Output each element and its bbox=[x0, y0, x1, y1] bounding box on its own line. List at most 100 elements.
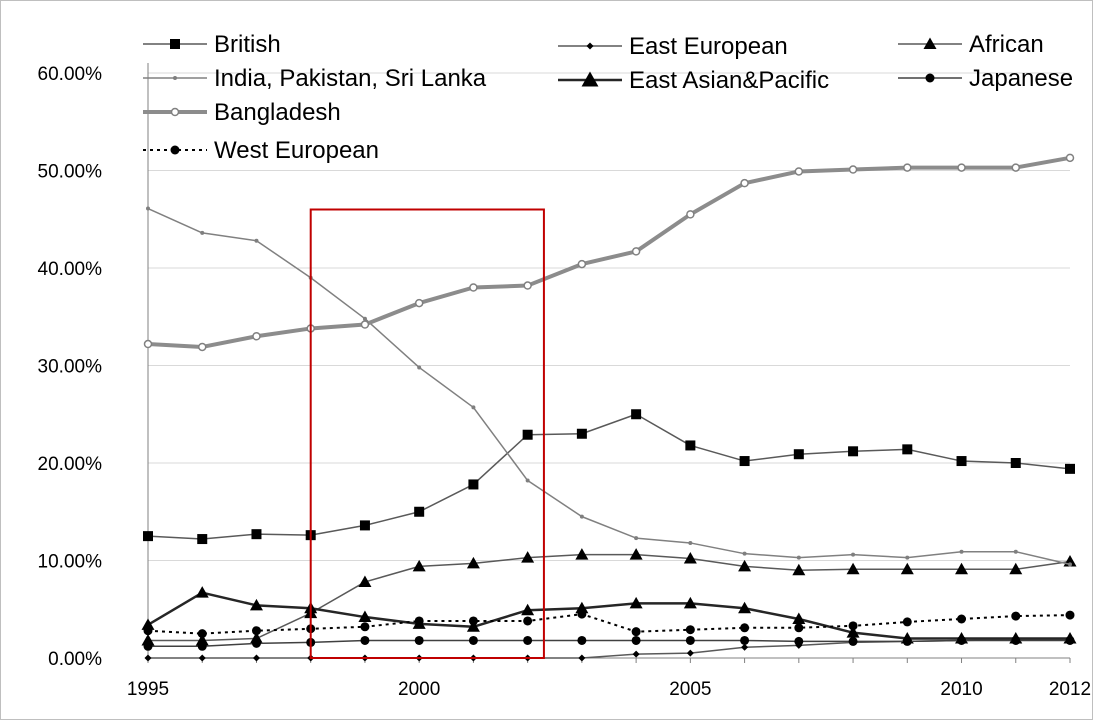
legend-label: African bbox=[969, 31, 1044, 58]
point-ring bbox=[523, 281, 532, 290]
point-dot bbox=[959, 549, 964, 554]
point-circle bbox=[468, 616, 478, 626]
series-line bbox=[147, 613, 1071, 635]
point-circle bbox=[251, 626, 261, 636]
legend-entry: Bangladesh bbox=[143, 99, 341, 126]
x-tick-label: 1995 bbox=[127, 679, 169, 700]
point-triangle bbox=[900, 562, 914, 575]
point-diamond bbox=[252, 654, 260, 662]
legend-entry: India, Pakistan, Sri Lanka bbox=[143, 65, 487, 92]
point-square bbox=[522, 429, 533, 440]
point-diamond bbox=[586, 42, 594, 50]
point-diamond bbox=[741, 643, 749, 651]
point-circle bbox=[170, 145, 180, 155]
point-dot bbox=[796, 555, 801, 560]
point-dot bbox=[579, 514, 584, 519]
point-circle bbox=[957, 614, 967, 624]
point-circle bbox=[414, 635, 424, 645]
series-line bbox=[147, 591, 1070, 640]
point-triangle bbox=[683, 596, 697, 609]
point-dot bbox=[471, 405, 476, 410]
point-square bbox=[197, 534, 208, 545]
point-triangle bbox=[358, 610, 372, 623]
point-triangle bbox=[195, 633, 209, 646]
point-ring bbox=[740, 178, 749, 188]
point-dot bbox=[200, 230, 205, 235]
point-circle bbox=[925, 73, 935, 83]
point-ring bbox=[631, 247, 641, 256]
point-square bbox=[956, 456, 967, 467]
point-square bbox=[170, 39, 180, 49]
point-circle bbox=[468, 635, 478, 645]
point-square bbox=[251, 529, 262, 540]
point-circle bbox=[685, 625, 695, 635]
point-ring bbox=[143, 339, 153, 349]
legend-label: West European bbox=[214, 137, 379, 164]
point-dot bbox=[905, 555, 910, 560]
point-circle bbox=[902, 617, 912, 627]
point-dot bbox=[525, 478, 530, 483]
point-dot bbox=[417, 365, 422, 370]
y-tick-label: 30.00% bbox=[38, 357, 103, 378]
point-triangle bbox=[923, 37, 937, 49]
point-diamond bbox=[686, 649, 694, 657]
point-triangle bbox=[358, 575, 372, 587]
x-tick-label: 2012 bbox=[1049, 679, 1091, 700]
point-circle bbox=[740, 623, 750, 633]
point-triangle bbox=[792, 563, 806, 576]
legend-label: India, Pakistan, Sri Lanka bbox=[214, 65, 487, 92]
point-dot bbox=[688, 540, 693, 545]
point-ring bbox=[957, 163, 966, 172]
x-tick-label: 2000 bbox=[398, 679, 440, 700]
point-ring bbox=[577, 259, 587, 269]
point-ring bbox=[1011, 163, 1021, 172]
y-tick-label: 60.00% bbox=[38, 64, 103, 85]
point-triangle bbox=[738, 601, 752, 614]
y-tick-label: 10.00% bbox=[38, 552, 103, 573]
point-diamond bbox=[144, 654, 152, 662]
point-triangle bbox=[683, 552, 697, 564]
legend-label: Japanese bbox=[969, 65, 1073, 92]
point-square bbox=[143, 531, 153, 542]
point-triangle bbox=[581, 71, 599, 87]
point-diamond bbox=[578, 654, 586, 662]
point-dot bbox=[173, 76, 177, 80]
series-line bbox=[148, 639, 1070, 648]
y-tick-label: 50.00% bbox=[38, 162, 103, 183]
y-tick-label: 0.00% bbox=[48, 649, 102, 670]
point-triangle bbox=[195, 586, 209, 598]
point-circle bbox=[1065, 635, 1075, 645]
point-circle bbox=[685, 635, 695, 645]
point-circle bbox=[631, 627, 641, 637]
legend: British East European African India, Pakist… bbox=[143, 31, 1073, 164]
point-circle bbox=[794, 636, 804, 646]
point-triangle bbox=[575, 548, 589, 560]
point-dot bbox=[1013, 549, 1018, 554]
point-triangle bbox=[466, 556, 480, 569]
point-circle bbox=[143, 641, 153, 651]
point-ring bbox=[469, 283, 478, 292]
x-tick-label: 2010 bbox=[940, 679, 982, 700]
point-circle bbox=[143, 626, 153, 636]
point-square bbox=[576, 428, 587, 439]
point-dot bbox=[742, 551, 747, 556]
point-square bbox=[685, 440, 696, 451]
point-circle bbox=[794, 623, 804, 633]
legend-entry: Japanese bbox=[898, 65, 1073, 92]
point-dot bbox=[362, 316, 367, 321]
series-bangladesh bbox=[143, 153, 1075, 352]
point-dot bbox=[851, 552, 856, 557]
point-square bbox=[631, 409, 642, 420]
point-triangle bbox=[629, 596, 643, 609]
y-tick-label: 20.00% bbox=[38, 454, 103, 475]
point-circle bbox=[197, 629, 207, 639]
point-square bbox=[739, 456, 750, 467]
legend-entry: British bbox=[143, 31, 281, 58]
point-square bbox=[359, 520, 370, 531]
series-line bbox=[147, 155, 1071, 349]
point-circle bbox=[251, 638, 261, 648]
point-circle bbox=[360, 622, 370, 632]
point-ring bbox=[252, 332, 261, 341]
x-tick-label: 2005 bbox=[669, 679, 711, 700]
